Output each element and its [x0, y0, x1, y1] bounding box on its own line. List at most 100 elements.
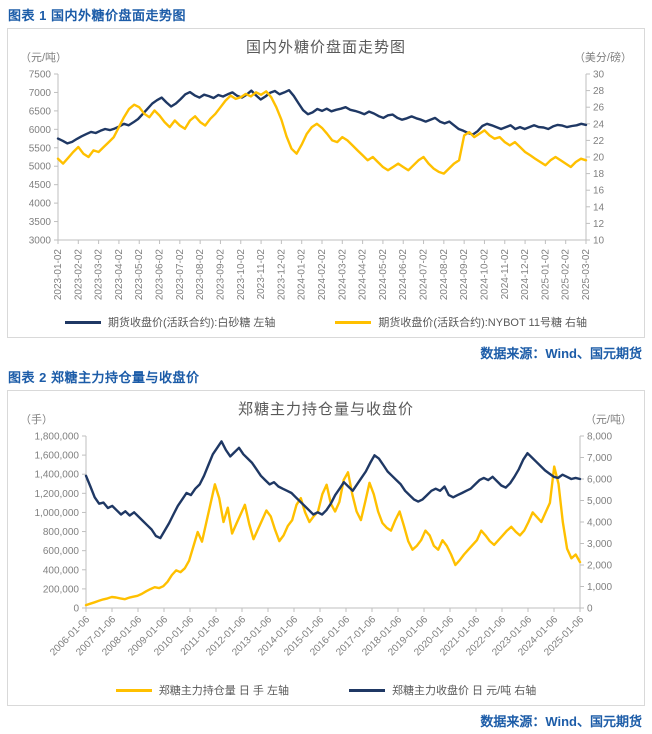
chart2-left-axis-unit: （手） — [20, 414, 53, 426]
svg-text:2024-04-02: 2024-04-02 — [358, 249, 369, 301]
svg-text:22: 22 — [593, 136, 605, 147]
x-axis-labels: 2023-01-02 2023-02-02 2023-03-02 2023-04-02… — [53, 240, 592, 300]
figure2-header: 郑糖主力持仓量与收盘价 （手） （元/吨） — [8, 391, 644, 430]
chart2-legend-item-close-price: 郑糖主力收盘价 日 元/吨 右轴 — [348, 682, 536, 698]
svg-text:2023-08-02: 2023-08-02 — [195, 249, 206, 301]
svg-text:5000: 5000 — [29, 162, 52, 173]
svg-text:2024-11-02: 2024-11-02 — [500, 249, 511, 300]
chart1-series-0-line — [56, 89, 588, 145]
svg-text:1,800,000: 1,800,000 — [35, 432, 80, 443]
chart1-legend-item-nybot-sugar: 期货收盘价(活跃合约):NYBOT 11号糖 右轴 — [335, 314, 587, 330]
svg-text:7,000: 7,000 — [587, 453, 612, 464]
svg-text:2024-10-02: 2024-10-02 — [479, 249, 490, 301]
svg-text:2024-08-02: 2024-08-02 — [439, 249, 450, 301]
svg-text:8,000: 8,000 — [587, 432, 612, 443]
yellow-line-swatch — [335, 320, 372, 324]
chart1-title: 国内外糖价盘面走势图 — [245, 39, 406, 56]
svg-text:2024-07-02: 2024-07-02 — [419, 249, 430, 301]
svg-text:2023-06-02: 2023-06-02 — [155, 249, 166, 301]
svg-text:200,000: 200,000 — [43, 584, 80, 595]
svg-text:6000: 6000 — [29, 125, 52, 136]
chart1-legend-label-2: 期货收盘价(活跃合约):NYBOT 11号糖 右轴 — [378, 317, 588, 329]
svg-text:24: 24 — [593, 119, 605, 130]
svg-text:7000: 7000 — [29, 88, 52, 99]
svg-text:16: 16 — [593, 186, 605, 197]
svg-text:3500: 3500 — [29, 217, 52, 228]
svg-text:2024-06-02: 2024-06-02 — [398, 249, 409, 301]
svg-text:2024-12-02: 2024-12-02 — [520, 249, 531, 301]
yellow-line-swatch — [115, 688, 152, 692]
y-axis-right-labels: 30 28 26 24 22 20 18 16 14 12 10 — [586, 70, 605, 247]
chart2-series-1-line — [84, 440, 582, 540]
svg-text:7500: 7500 — [29, 70, 52, 81]
svg-text:18: 18 — [593, 169, 605, 180]
svg-text:2025-02-02: 2025-02-02 — [561, 249, 572, 301]
svg-text:400,000: 400,000 — [43, 565, 80, 576]
chart1-left-axis-unit: （元/吨） — [20, 52, 68, 64]
svg-text:5,000: 5,000 — [587, 496, 612, 507]
svg-text:2023-05-02: 2023-05-02 — [134, 249, 145, 301]
svg-text:2023-12-02: 2023-12-02 — [276, 249, 287, 301]
chart2-legend-item-open-interest: 郑糖主力持仓量 日 手 左轴 — [115, 682, 289, 698]
svg-text:0: 0 — [73, 604, 79, 615]
svg-text:6500: 6500 — [29, 106, 52, 117]
figure2-panel: 郑糖主力持仓量与收盘价 （手） （元/吨） 1,800,000 1,600,000… — [7, 390, 645, 706]
chart1-legend: 期货收盘价(活跃合约):白砂糖 左轴 期货收盘价(活跃合约):NYBOT 11号… — [8, 312, 644, 337]
svg-text:28: 28 — [593, 86, 605, 97]
svg-text:6,000: 6,000 — [587, 475, 612, 486]
svg-text:1,000: 1,000 — [587, 582, 612, 593]
figure2-caption: 图表 2 郑糖主力持仓量与收盘价 — [8, 370, 200, 385]
svg-text:10: 10 — [593, 236, 605, 247]
svg-text:3000: 3000 — [29, 236, 52, 247]
x-axis-labels: 2006-01-062007-01-062008-01-062009-01-06… — [48, 608, 586, 658]
axes — [57, 74, 587, 241]
svg-text:2023-07-02: 2023-07-02 — [175, 249, 186, 301]
figure1-caption: 图表 1 国内外糖价盘面走势图 — [8, 8, 186, 23]
svg-text:1,200,000: 1,200,000 — [35, 489, 80, 500]
svg-text:2025-01-02: 2025-01-02 — [540, 249, 551, 301]
svg-text:2023-09-02: 2023-09-02 — [215, 249, 226, 301]
svg-text:2024-03-02: 2024-03-02 — [337, 249, 348, 301]
figure1-source: 数据来源：Wind、国元期货 — [480, 346, 642, 361]
svg-text:600,000: 600,000 — [43, 546, 80, 557]
figure1-panel: 国内外糖价盘面走势图 （元/吨） （美分/磅） 7500 7000 6500 6000… — [7, 28, 645, 338]
svg-text:14: 14 — [593, 202, 605, 213]
svg-text:4500: 4500 — [29, 180, 52, 191]
svg-text:2023-01-02: 2023-01-02 — [53, 249, 64, 301]
svg-text:20: 20 — [593, 153, 605, 164]
y-axis-left-labels: 1,800,000 1,600,000 1,400,000 1,200,000 1,00… — [35, 432, 86, 615]
svg-text:2024-01-02: 2024-01-02 — [297, 249, 308, 301]
figure1-header: 国内外糖价盘面走势图 （元/吨） （美分/磅） — [8, 29, 644, 68]
y-axis-left-labels: 7500 7000 6500 6000 5500 5000 4500 4000 3500 3000 — [29, 70, 58, 247]
svg-text:2024-02-02: 2024-02-02 — [317, 249, 328, 301]
svg-text:30: 30 — [593, 70, 605, 81]
chart1-right-axis-unit: （美分/磅） — [573, 52, 632, 64]
svg-text:0: 0 — [587, 604, 593, 615]
figure2-source: 数据来源：Wind、国元期货 — [480, 714, 642, 729]
svg-text:1,400,000: 1,400,000 — [35, 470, 80, 481]
svg-text:2023-03-02: 2023-03-02 — [94, 249, 105, 301]
svg-text:1,000,000: 1,000,000 — [35, 508, 80, 519]
navy-line-swatch — [64, 320, 101, 324]
chart1-plot: 7500 7000 6500 6000 5500 5000 4500 4000 3500 3000… — [29, 70, 605, 301]
chart1-series-1-line — [56, 90, 588, 175]
y-axis-right-labels: 8,000 7,000 6,000 5,000 4,000 3,000 2,000 1,000… — [580, 432, 612, 615]
svg-text:4,000: 4,000 — [587, 518, 612, 529]
chart1-legend-item-white-sugar: 期货收盘价(活跃合约):白砂糖 左轴 — [64, 314, 276, 330]
chart2-plot: 1,800,000 1,600,000 1,400,000 1,200,000 1,00… — [35, 432, 613, 659]
navy-line-swatch — [348, 688, 385, 692]
chart2-right-axis-unit: （元/吨） — [584, 414, 632, 426]
svg-text:2024-05-02: 2024-05-02 — [378, 249, 389, 301]
svg-text:4000: 4000 — [29, 199, 52, 210]
chart2-series-0-line — [84, 465, 582, 607]
svg-text:1,600,000: 1,600,000 — [35, 451, 80, 462]
svg-text:2025-03-02: 2025-03-02 — [581, 249, 592, 301]
chart2-title: 郑糖主力持仓量与收盘价 — [237, 401, 414, 418]
svg-text:3,000: 3,000 — [587, 539, 612, 550]
chart1-legend-label-1: 期货收盘价(活跃合约):白砂糖 左轴 — [107, 317, 276, 329]
svg-text:2,000: 2,000 — [587, 561, 612, 572]
axes — [85, 436, 581, 609]
svg-text:2023-02-02: 2023-02-02 — [73, 249, 84, 301]
svg-text:12: 12 — [593, 219, 605, 230]
svg-text:2023-11-02: 2023-11-02 — [256, 249, 267, 300]
